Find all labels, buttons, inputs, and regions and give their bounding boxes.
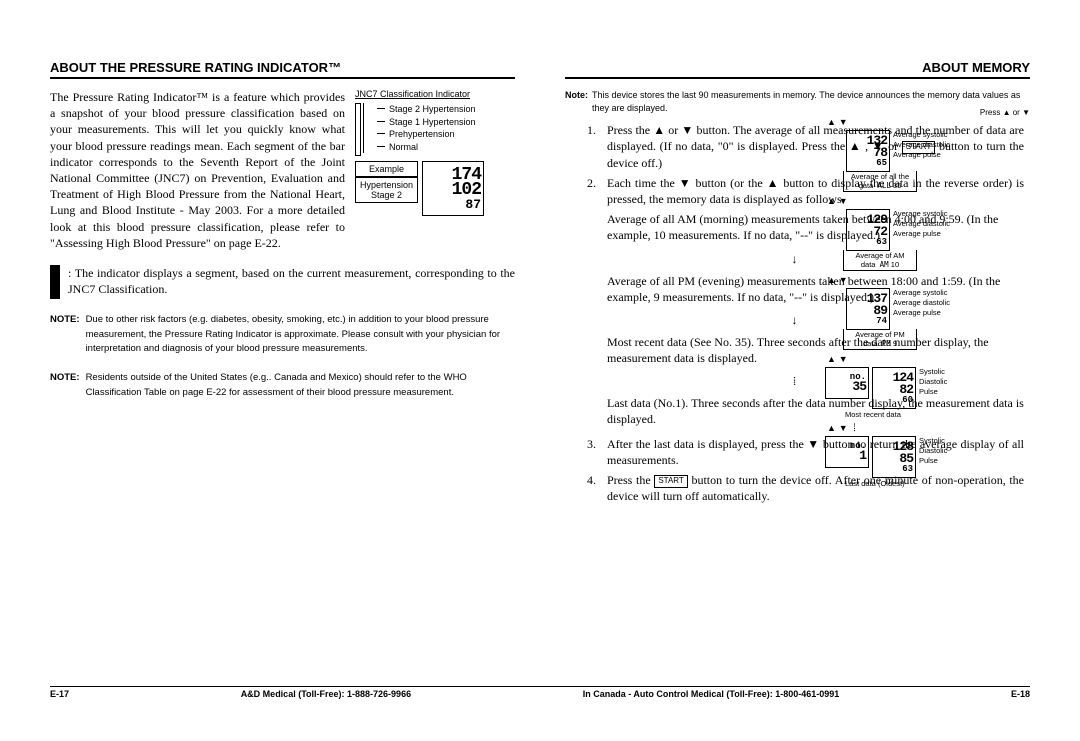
segment-icon	[50, 265, 60, 299]
nav-icons	[825, 354, 1030, 365]
display-all: 132 78 65	[846, 130, 890, 172]
indicator-bar-icon	[355, 103, 361, 156]
footer-ca: In Canada - Auto Control Medical (Toll-F…	[583, 689, 840, 699]
right-page: ABOUT MEMORY Note: This device stores th…	[555, 60, 1030, 701]
display-recent: 124 82 60	[872, 367, 916, 409]
bp-display: 174 102 87	[422, 161, 484, 216]
stage-label: Stage 1 Hypertension	[377, 116, 515, 129]
note-label: NOTE:	[50, 313, 80, 357]
note-label: Note:	[565, 89, 588, 114]
display-last: 128 85 63	[872, 436, 916, 478]
display-no-last: no. 1	[825, 436, 869, 468]
nav-icons: ⁞	[825, 423, 1030, 434]
example-stage: Hypertension Stage 2	[355, 177, 418, 203]
nav-icons	[825, 275, 1030, 286]
page-right: E-18	[1011, 689, 1030, 699]
footer-us: A&D Medical (Toll-Free): 1-888-726-9966	[241, 689, 411, 699]
note-text: Residents outside of the United States (…	[86, 371, 515, 400]
pulse-value: 87	[465, 199, 481, 210]
indicator-explain: : The indicator displays a segment, base…	[50, 265, 515, 299]
left-title: ABOUT THE PRESSURE RATING INDICATOR™	[50, 60, 515, 79]
right-title: ABOUT MEMORY	[565, 60, 1030, 79]
left-title-text: ABOUT THE PRESSURE RATING INDICATOR™	[50, 60, 341, 75]
note-2: NOTE: Residents outside of the United St…	[50, 371, 515, 400]
left-page: ABOUT THE PRESSURE RATING INDICATOR™ The…	[50, 60, 525, 701]
note-label: NOTE:	[50, 371, 80, 400]
jnc-sidebar: JNC7 Classification Indicator Stage 2 Hy…	[355, 89, 515, 251]
intro-paragraph: The Pressure Rating Indicator™ is a feat…	[50, 89, 345, 251]
jnc-title: JNC7 Classification Indicator	[355, 89, 515, 99]
memory-diagram: Press ▲ or ▼ 132 78 65 Average systolic …	[825, 108, 1030, 492]
example-label: Example	[355, 161, 418, 177]
display-am: 129 72 63	[846, 209, 890, 251]
right-title-text: ABOUT MEMORY	[922, 60, 1030, 75]
nav-icons	[825, 117, 1030, 128]
display-no-recent: no. 35	[825, 367, 869, 399]
press-nav-label: Press ▲ or ▼	[825, 108, 1030, 117]
start-button-icon: START	[654, 475, 687, 488]
page-left: E-17	[50, 689, 69, 699]
indicator-text: : The indicator displays a segment, base…	[68, 265, 515, 299]
nav-icons	[825, 196, 1030, 207]
display-pm: 137 89 74	[846, 288, 890, 330]
note-text: Due to other risk factors (e.g. diabetes…	[86, 313, 515, 357]
stage-label: Prehypertension	[377, 128, 515, 141]
footer: E-17 A&D Medical (Toll-Free): 1-888-726-…	[50, 686, 1030, 699]
stage-label: Stage 2 Hypertension	[377, 103, 515, 116]
stage-label: Normal	[377, 141, 515, 154]
note-1: NOTE: Due to other risk factors (e.g. di…	[50, 313, 515, 357]
